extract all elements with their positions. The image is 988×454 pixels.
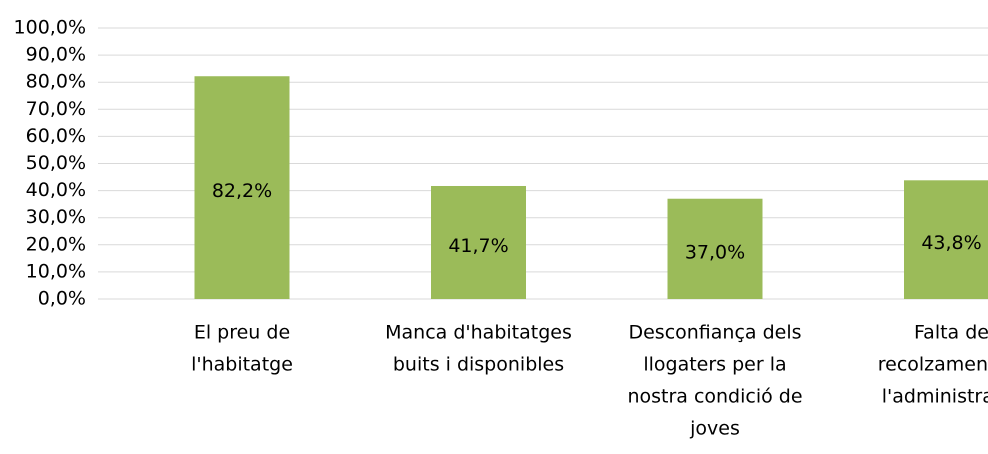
y-tick-label: 80,0% (26, 71, 86, 93)
y-tick-label: 50,0% (26, 152, 86, 174)
x-tick-label: recolzament de (878, 354, 988, 376)
x-tick-label: l'administració (882, 386, 988, 408)
y-tick-label: 70,0% (26, 98, 86, 120)
x-tick-label: nostra condició de (627, 386, 802, 408)
y-tick-label: 20,0% (26, 233, 86, 255)
data-label: 37,0% (685, 241, 745, 263)
bar (904, 180, 988, 299)
y-tick-label: 40,0% (26, 179, 86, 201)
x-tick-label: Falta de (914, 322, 988, 344)
y-tick-label: 0,0% (38, 288, 86, 310)
x-tick-label: El preu de (194, 322, 290, 344)
y-tick-label: 10,0% (26, 260, 86, 282)
x-tick-label: Manca d'habitatges (385, 322, 572, 344)
y-tick-label: 100,0% (14, 17, 86, 39)
bar (667, 198, 763, 299)
x-tick-label: buits i disponibles (393, 354, 564, 376)
data-label: 82,2% (212, 180, 272, 202)
bar (194, 76, 290, 299)
x-tick-label: joves (689, 418, 740, 440)
y-tick-label: 90,0% (26, 44, 86, 66)
x-tick-label: Desconfiança dels (628, 322, 801, 344)
y-tick-label: 60,0% (26, 125, 86, 147)
y-tick-label: 30,0% (26, 206, 86, 228)
data-label: 43,8% (921, 232, 981, 254)
bar (431, 185, 526, 299)
data-label: 41,7% (448, 235, 508, 257)
x-tick-label: l'habitatge (191, 354, 293, 376)
x-tick-label: llogaters per la (643, 354, 786, 376)
